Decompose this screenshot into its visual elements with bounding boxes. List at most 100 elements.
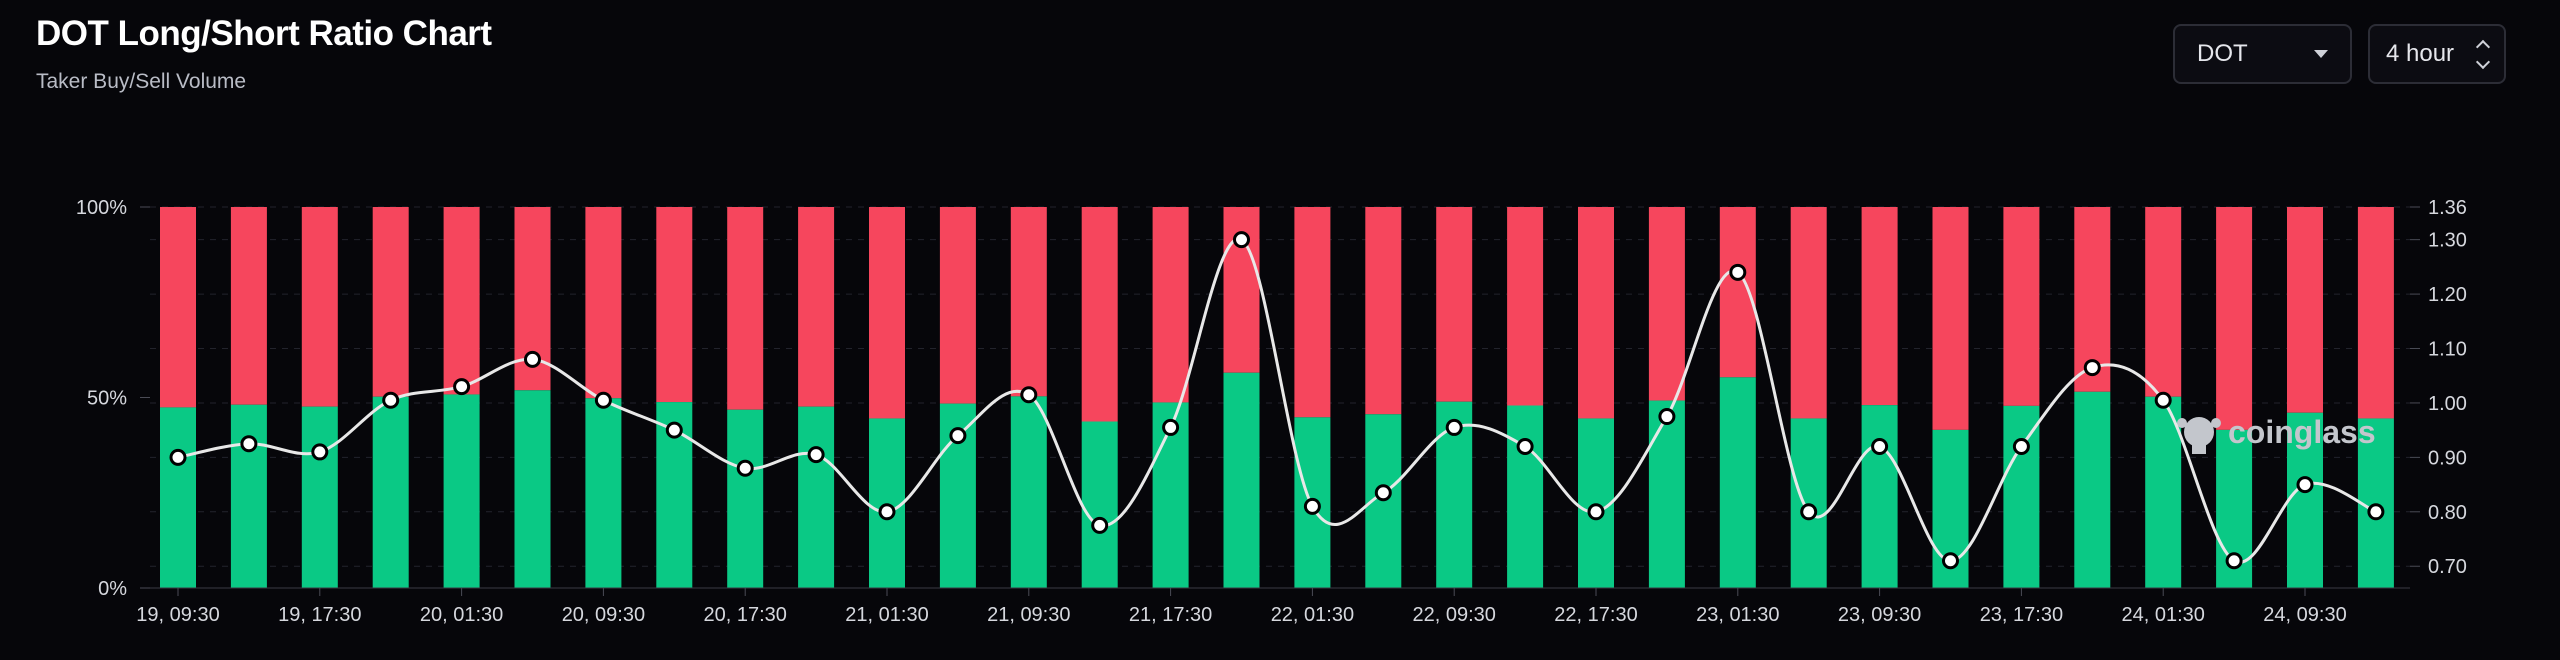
x-tick-label: 21, 17:30 xyxy=(1129,604,1212,626)
ratio-point xyxy=(240,435,258,453)
bar-short xyxy=(1294,207,1331,418)
page-subtitle: Taker Buy/Sell Volume xyxy=(36,70,247,93)
bar-long xyxy=(1719,377,1756,588)
x-tick-label: 22, 09:30 xyxy=(1412,604,1495,626)
ratio-point xyxy=(2367,503,2385,521)
series-ratio-line xyxy=(177,237,2377,564)
y-right-tick-label: 0.70 xyxy=(2428,556,2467,578)
bar-long xyxy=(160,407,196,588)
bar-short xyxy=(2003,207,2040,406)
bar-long xyxy=(1861,405,1898,588)
bar-short xyxy=(798,207,835,407)
ratio-point xyxy=(807,446,825,464)
y-right-tick-label: 0.90 xyxy=(2428,447,2467,469)
chart-bars xyxy=(160,207,2394,588)
y-axis-right: 1.36 1.30 1.20 1.10 1.00 0.90 0.80 0.70 xyxy=(2410,197,2467,578)
ratio-point xyxy=(2083,359,2101,377)
ratio-point xyxy=(311,443,329,461)
bar-short xyxy=(1861,207,1898,406)
ratio-point xyxy=(1303,497,1321,515)
ratio-point xyxy=(1871,437,1889,455)
y-right-tick-label: 0.80 xyxy=(2428,502,2467,524)
bar-long xyxy=(443,394,480,588)
bar-short xyxy=(1578,207,1614,419)
symbol-select-value: DOT xyxy=(2197,40,2248,67)
bar-short xyxy=(2216,207,2253,430)
ratio-point xyxy=(1091,516,1109,534)
bar-short xyxy=(230,207,267,405)
y-right-tick-label: 1.00 xyxy=(2428,393,2467,415)
bar-long xyxy=(798,406,835,588)
bar-short xyxy=(939,207,976,404)
bar-short xyxy=(1790,207,1827,419)
y-right-tick-label: 1.36 xyxy=(2428,197,2467,219)
bar-short xyxy=(1436,207,1473,402)
bar-long xyxy=(1223,372,1260,588)
y-left-tick-label: 50% xyxy=(87,388,127,410)
bar-short xyxy=(727,207,764,410)
y-left-tick-label: 0% xyxy=(98,578,127,600)
ratio-point xyxy=(1020,386,1038,404)
x-tick-label: 20, 09:30 xyxy=(562,604,645,626)
ratio-point xyxy=(736,459,754,477)
x-tick-label: 20, 01:30 xyxy=(420,604,503,626)
x-tick-label: 24, 01:30 xyxy=(2121,604,2204,626)
x-tick-label: 22, 17:30 xyxy=(1554,604,1637,626)
bar-long xyxy=(2145,396,2182,588)
bar-long xyxy=(1790,418,1827,588)
bar-long xyxy=(1010,396,1047,588)
bar-short xyxy=(160,207,196,408)
x-tick-label: 21, 09:30 xyxy=(987,604,1070,626)
bar-long xyxy=(727,409,764,588)
chart-points xyxy=(169,231,2385,570)
bar-short xyxy=(443,207,480,395)
ratio-point xyxy=(524,350,541,368)
x-tick-label: 24, 09:30 xyxy=(2263,604,2346,626)
ratio-point xyxy=(1516,437,1534,455)
y-left-tick-label: 100% xyxy=(76,197,127,219)
ratio-point xyxy=(594,391,612,409)
ratio-point xyxy=(382,391,400,409)
symbol-select[interactable]: DOT xyxy=(2173,24,2352,84)
ratio-point xyxy=(453,378,471,396)
ratio-point xyxy=(1942,552,1959,570)
bar-long xyxy=(301,406,338,588)
bar-long xyxy=(869,418,905,588)
bar-short xyxy=(1010,207,1047,397)
bar-short xyxy=(301,207,338,407)
interval-select[interactable]: 4 hour xyxy=(2368,24,2506,84)
ratio-point xyxy=(2296,476,2314,494)
bar-short xyxy=(1932,207,1969,430)
bar-long xyxy=(2003,405,2040,588)
x-tick-label: 22, 01:30 xyxy=(1271,604,1354,626)
coinglass-logo-icon xyxy=(2177,417,2221,454)
ratio-point xyxy=(1800,503,1818,521)
bar-long xyxy=(230,404,267,588)
bar-long xyxy=(2287,412,2323,588)
bar-short xyxy=(585,207,622,399)
ratio-point xyxy=(1587,503,1605,521)
bar-short xyxy=(2357,207,2394,419)
x-tick-label: 23, 09:30 xyxy=(1838,604,1921,626)
bar-long xyxy=(372,396,409,588)
x-tick-label: 19, 17:30 xyxy=(278,604,361,626)
watermark-text: coinglass xyxy=(2228,414,2376,450)
ratio-point xyxy=(878,503,896,521)
bar-short xyxy=(869,207,905,419)
bar-short xyxy=(1507,207,1544,406)
y-right-tick-label: 1.20 xyxy=(2428,284,2467,306)
chart-grid xyxy=(150,206,2410,567)
bar-short xyxy=(2287,207,2323,413)
ratio-point xyxy=(949,427,967,445)
bar-long xyxy=(585,398,622,588)
ratio-point xyxy=(2154,391,2172,409)
interval-select-value: 4 hour xyxy=(2386,40,2455,67)
chevron-down-icon xyxy=(2314,50,2328,58)
x-tick-label: 23, 17:30 xyxy=(1980,604,2063,626)
ratio-point xyxy=(1729,263,1747,281)
bar-long xyxy=(1507,405,1544,588)
ratio-point xyxy=(665,421,683,439)
y-axis-left: 100% 50% 0% xyxy=(76,197,150,600)
x-tick-label: 23, 01:30 xyxy=(1696,604,1779,626)
